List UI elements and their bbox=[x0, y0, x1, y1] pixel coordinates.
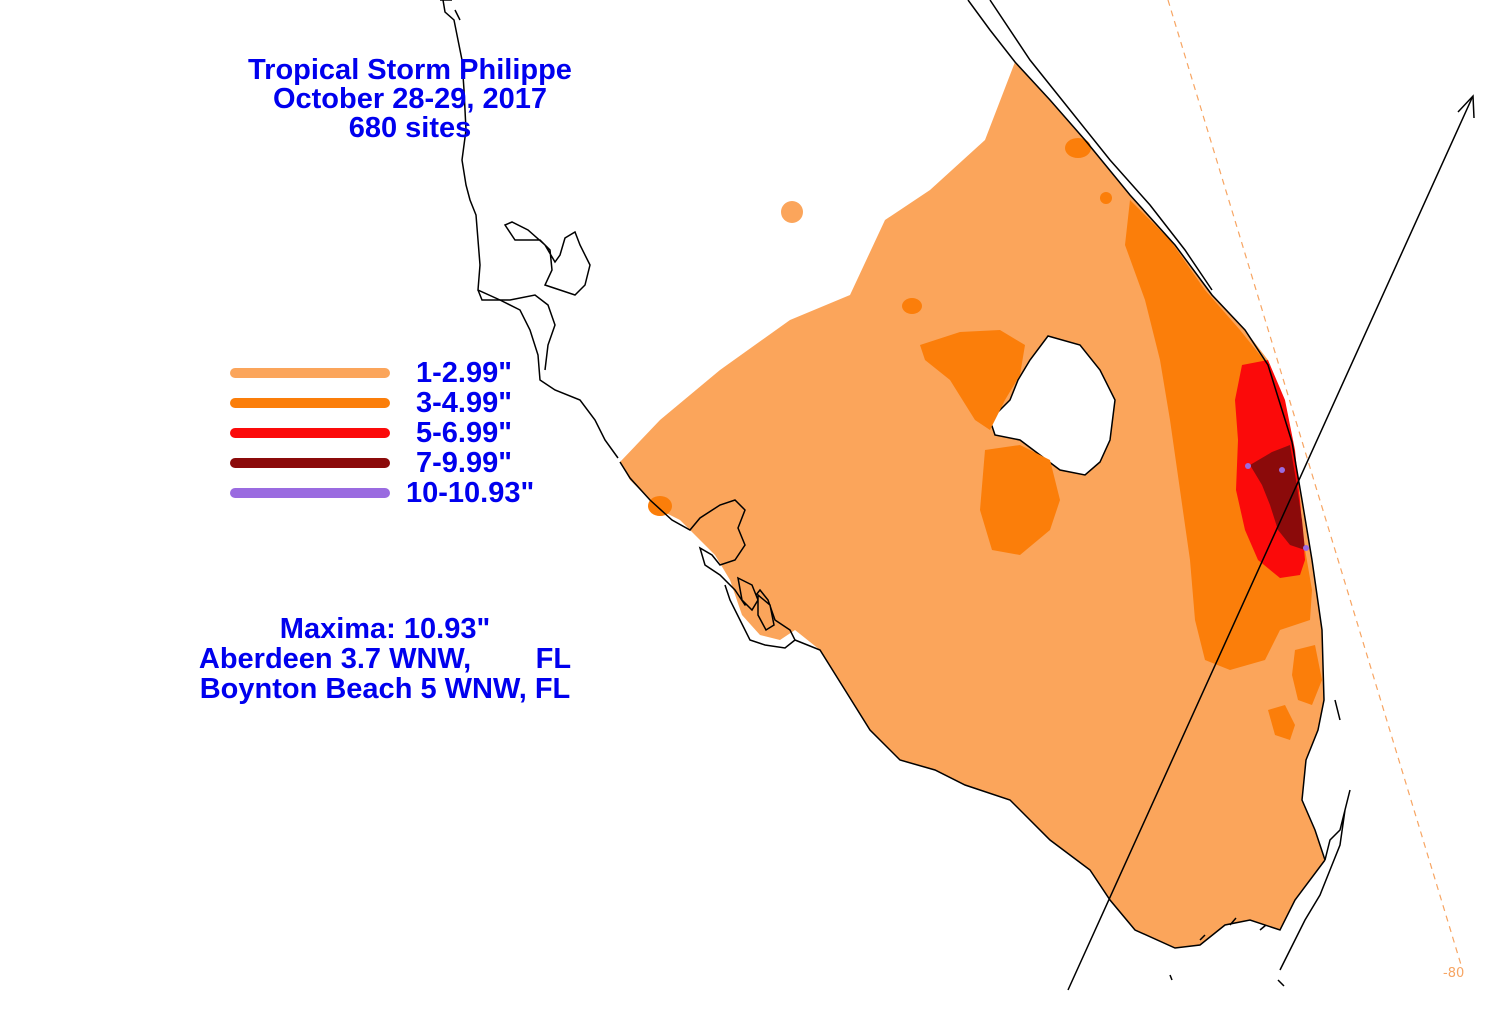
coastline-barrier bbox=[989, 0, 1213, 291]
rain-zone-7-9.99 bbox=[1250, 445, 1305, 550]
rain-zone-3-4.99-coast bbox=[1292, 645, 1322, 705]
rain-zone-10-10.93-a bbox=[1245, 463, 1251, 469]
coastline-keys bbox=[1279, 789, 1351, 971]
legend-swatch bbox=[230, 398, 390, 408]
rain-zone-3-4.99-gulf bbox=[648, 496, 672, 516]
legend-label: 3-4.99" bbox=[416, 387, 512, 419]
legend-swatch bbox=[230, 428, 390, 438]
rain-zone-1-2.99-blob bbox=[781, 201, 803, 223]
storm-track-line bbox=[1067, 97, 1473, 991]
coastline-east bbox=[967, 0, 1326, 861]
maxima-site-1: Aberdeen 3.7 WNW, FL bbox=[198, 643, 572, 675]
map-title: Tropical Storm Philippe October 28-29, 2… bbox=[200, 56, 620, 143]
rain-zone-3-4.99-small bbox=[902, 298, 922, 314]
meridian-line bbox=[1167, 0, 1463, 969]
coastline-keys-islands bbox=[1169, 699, 1341, 987]
island-pine bbox=[757, 593, 775, 632]
storm-track-arrowhead bbox=[1457, 94, 1475, 119]
legend-item: 3-4.99" bbox=[226, 387, 566, 420]
maxima-site-2: Boynton Beach 5 WNW, FL bbox=[199, 673, 571, 705]
rain-zone-3-4.99-north bbox=[1065, 138, 1091, 158]
legend-label: 1-2.99" bbox=[416, 357, 512, 389]
legend-label: 10-10.93" bbox=[406, 477, 535, 509]
legend-label: 7-9.99" bbox=[416, 447, 512, 479]
title-line-1: Tropical Storm Philippe bbox=[248, 54, 572, 86]
legend-swatch bbox=[230, 458, 390, 468]
maxima-heading: Maxima: 10.93" bbox=[279, 613, 491, 645]
rain-zone-3-4.99-south bbox=[980, 445, 1060, 555]
coastline-tampa bbox=[503, 221, 591, 296]
longitude-label: -80 bbox=[1443, 966, 1465, 981]
rain-zone-10-10.93-b bbox=[1279, 467, 1285, 473]
legend-item: 10-10.93" bbox=[226, 477, 566, 510]
legend-item: 7-9.99" bbox=[226, 447, 566, 480]
island-sanibel bbox=[736, 576, 759, 612]
legend-swatch bbox=[230, 488, 390, 498]
legend-item: 1-2.99" bbox=[226, 357, 566, 390]
legend-swatch bbox=[230, 368, 390, 378]
coastline-charlotte bbox=[619, 461, 796, 649]
rain-zone-3-4.99-west bbox=[920, 330, 1025, 430]
legend-label: 5-6.99" bbox=[416, 417, 512, 449]
coastline-naples bbox=[794, 639, 1326, 949]
legend: 1-2.99" 3-4.99" 5-6.99" 7-9.99" 10-10.93… bbox=[226, 357, 566, 510]
maxima-block: Maxima: 10.93" Aberdeen 3.7 WNW, FL Boyn… bbox=[170, 614, 600, 704]
rain-zone-10-10.93-c bbox=[1303, 545, 1309, 551]
coastline-bay-north bbox=[440, 0, 556, 371]
rain-zone-3-4.99-tip bbox=[1100, 192, 1112, 204]
title-line-2: October 28-29, 2017 bbox=[272, 83, 548, 115]
coastline-west bbox=[442, 0, 619, 459]
rain-zone-3-4.99-spot bbox=[1268, 705, 1295, 740]
title-line-3: 680 sites bbox=[348, 112, 472, 144]
legend-item: 5-6.99" bbox=[226, 417, 566, 450]
